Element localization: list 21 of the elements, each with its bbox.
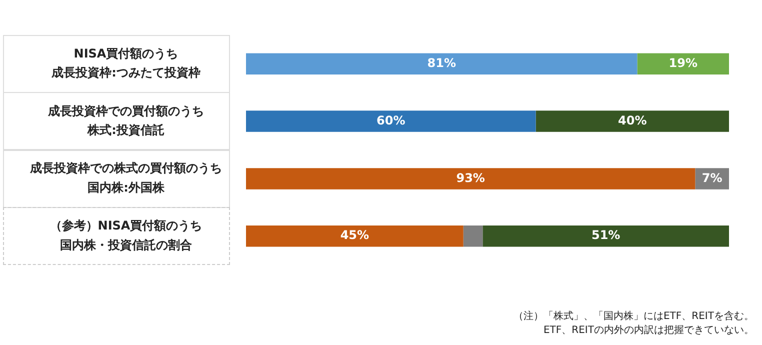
bar	[246, 225, 464, 247]
data-label: 81%	[427, 56, 456, 70]
bar	[463, 225, 483, 247]
bar	[246, 53, 638, 75]
bar	[482, 225, 729, 247]
data-label: 51%	[591, 228, 620, 242]
y-tick-label: 成長投資枠での買付額のうち株式:投資信託	[47, 104, 204, 138]
text: （注）「株式」、「国内株」にはETF、REITを含む。	[513, 310, 754, 324]
data-label: 40%	[618, 113, 647, 128]
y-tick-label: （参考）NISA買付額のうち国内株・投資信託の割合	[50, 218, 202, 252]
bar	[246, 110, 536, 132]
y-tick-label: 成長投資枠での株式の買付額のうち国内株:外国株	[29, 161, 222, 194]
data-label: 7%	[702, 170, 722, 185]
data-label: 60%	[376, 113, 406, 128]
y-tick-label: NISA買付額のうち成長投資枠:つみたて投資枠	[50, 46, 200, 80]
text: ETF、REITの内外の内訳は把握できていない。	[542, 324, 754, 338]
data-label: 45%	[340, 228, 370, 242]
data-label: 19%	[668, 56, 698, 70]
bar	[246, 168, 696, 190]
data-label: 93%	[456, 170, 485, 185]
bar	[637, 53, 729, 75]
